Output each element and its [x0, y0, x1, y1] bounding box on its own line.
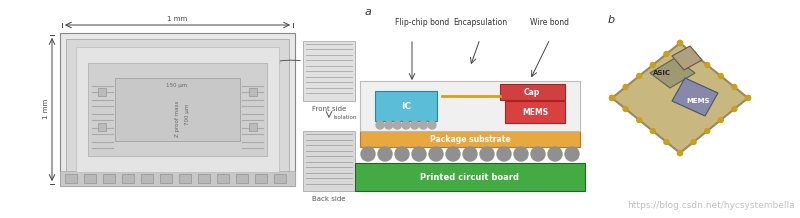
- Text: 700 μm: 700 μm: [185, 103, 190, 125]
- Text: 1 mm: 1 mm: [167, 16, 187, 22]
- Bar: [236, 174, 248, 183]
- Circle shape: [514, 147, 528, 161]
- Circle shape: [402, 121, 410, 129]
- Text: 1 mm: 1 mm: [43, 99, 49, 119]
- Text: Back side: Back side: [312, 196, 346, 202]
- Circle shape: [678, 41, 682, 46]
- Circle shape: [610, 95, 614, 100]
- Circle shape: [637, 73, 642, 78]
- Circle shape: [623, 85, 628, 90]
- Text: Z proof mass: Z proof mass: [174, 101, 179, 137]
- Text: 150 μm: 150 μm: [166, 82, 188, 87]
- Polygon shape: [650, 58, 695, 88]
- Circle shape: [732, 85, 737, 90]
- Text: Isolation: Isolation: [334, 114, 358, 119]
- Circle shape: [691, 51, 696, 56]
- Circle shape: [531, 147, 545, 161]
- Circle shape: [623, 107, 628, 111]
- Polygon shape: [672, 78, 718, 116]
- Text: b: b: [608, 15, 615, 25]
- Circle shape: [678, 41, 682, 46]
- Bar: [122, 174, 134, 183]
- Bar: [141, 174, 153, 183]
- Text: MEMS: MEMS: [522, 107, 548, 116]
- Bar: [505, 101, 565, 123]
- Bar: [60, 33, 295, 186]
- Circle shape: [385, 121, 393, 129]
- Circle shape: [664, 51, 669, 56]
- Bar: [60, 171, 295, 186]
- Circle shape: [548, 147, 562, 161]
- Bar: [217, 174, 229, 183]
- Circle shape: [746, 95, 750, 100]
- Bar: [249, 88, 257, 96]
- Circle shape: [705, 128, 710, 133]
- Bar: [98, 88, 106, 96]
- Bar: [160, 174, 172, 183]
- Text: https://blog.csdn.net/hycsystembella: https://blog.csdn.net/hycsystembella: [627, 201, 795, 210]
- Bar: [76, 47, 279, 172]
- Polygon shape: [355, 163, 585, 191]
- Bar: [98, 123, 106, 131]
- Circle shape: [378, 147, 392, 161]
- Text: Flip-chip bond: Flip-chip bond: [395, 18, 450, 27]
- Circle shape: [410, 121, 418, 129]
- Text: Encapsulation: Encapsulation: [453, 18, 507, 27]
- Text: IC: IC: [401, 102, 411, 111]
- Text: a: a: [365, 7, 372, 17]
- Circle shape: [376, 121, 384, 129]
- Circle shape: [463, 147, 477, 161]
- Bar: [88, 63, 267, 156]
- Text: Cap: Cap: [524, 87, 540, 97]
- Circle shape: [664, 140, 669, 145]
- Bar: [66, 39, 289, 180]
- Text: Wire bond: Wire bond: [530, 18, 570, 27]
- Circle shape: [412, 147, 426, 161]
- Circle shape: [705, 63, 710, 68]
- Bar: [375, 91, 437, 121]
- Circle shape: [428, 121, 436, 129]
- Bar: [179, 174, 191, 183]
- Bar: [84, 174, 96, 183]
- Text: Printed circuit board: Printed circuit board: [421, 172, 519, 182]
- Circle shape: [446, 147, 460, 161]
- Text: ASIC: ASIC: [653, 70, 671, 76]
- Circle shape: [429, 147, 443, 161]
- Polygon shape: [672, 46, 702, 70]
- Circle shape: [678, 150, 682, 155]
- Bar: [198, 174, 210, 183]
- Bar: [274, 174, 286, 183]
- Bar: [255, 174, 267, 183]
- Bar: [65, 174, 77, 183]
- Circle shape: [718, 73, 723, 78]
- Circle shape: [691, 140, 696, 145]
- Circle shape: [565, 147, 579, 161]
- Circle shape: [746, 95, 750, 100]
- Bar: [303, 41, 355, 101]
- Circle shape: [497, 147, 511, 161]
- Circle shape: [394, 121, 402, 129]
- Circle shape: [650, 63, 655, 68]
- Circle shape: [678, 150, 682, 155]
- Circle shape: [480, 147, 494, 161]
- Bar: [500, 84, 565, 100]
- Bar: [360, 131, 580, 147]
- Circle shape: [637, 118, 642, 123]
- Bar: [115, 78, 240, 141]
- Polygon shape: [612, 43, 748, 153]
- Circle shape: [610, 95, 614, 100]
- Circle shape: [732, 107, 737, 111]
- Circle shape: [419, 121, 427, 129]
- Circle shape: [395, 147, 409, 161]
- Text: MEMS: MEMS: [686, 98, 710, 104]
- Bar: [103, 174, 115, 183]
- Bar: [249, 123, 257, 131]
- Text: Package substrate: Package substrate: [430, 135, 510, 143]
- Circle shape: [718, 118, 723, 123]
- Bar: [303, 131, 355, 191]
- Bar: [360, 81, 580, 131]
- Text: Front side: Front side: [312, 106, 346, 112]
- Circle shape: [361, 147, 375, 161]
- Circle shape: [650, 128, 655, 133]
